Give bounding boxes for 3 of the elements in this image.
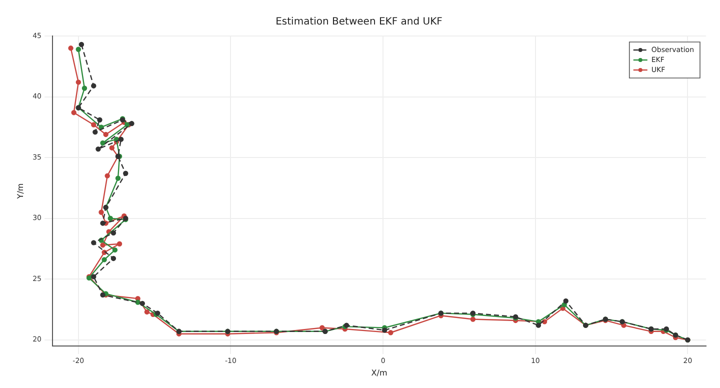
chart-title: Estimation Between EKF and UKF: [276, 16, 443, 28]
y-axis-title: Y/m: [16, 183, 25, 200]
x-axis-title: X/m: [371, 368, 388, 378]
